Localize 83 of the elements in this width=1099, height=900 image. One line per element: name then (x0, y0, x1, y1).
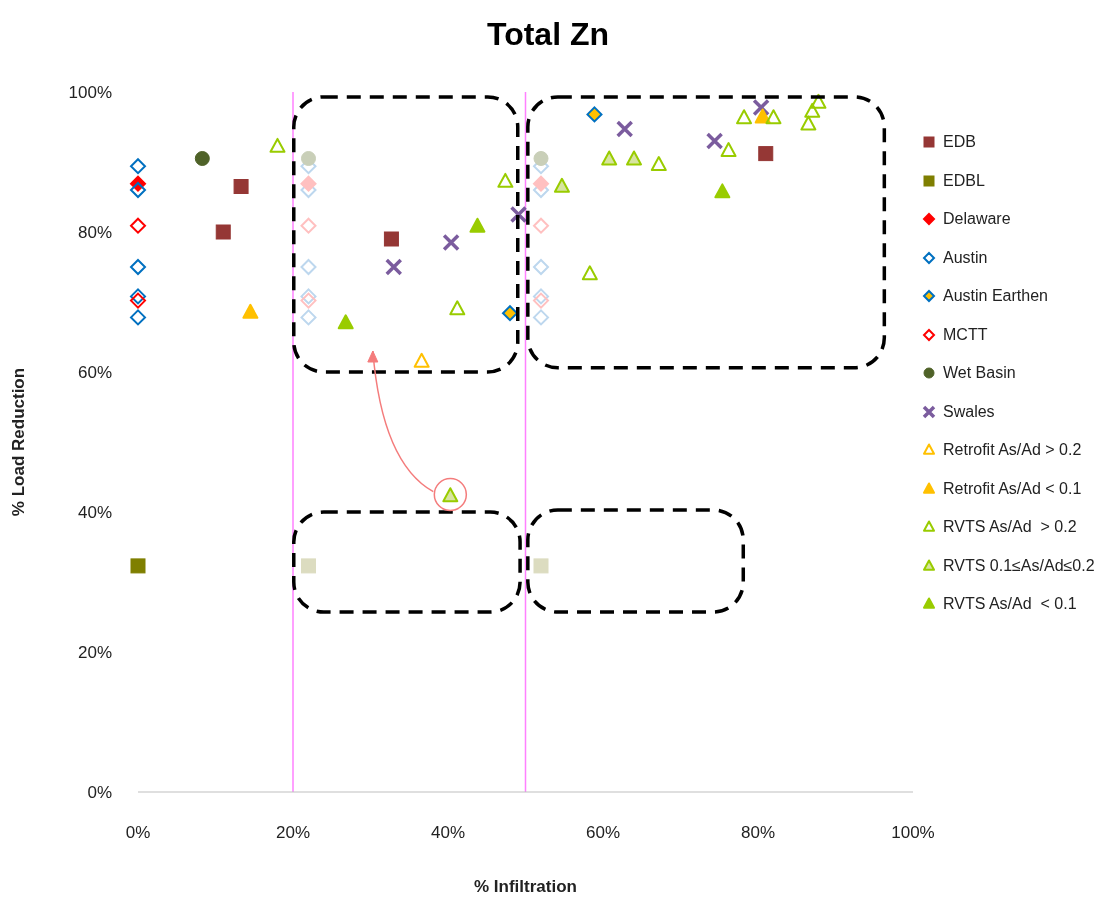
point (533, 288, 549, 305)
point (301, 151, 316, 166)
point (533, 217, 549, 234)
point (810, 93, 827, 109)
point (300, 292, 317, 309)
point (533, 558, 549, 574)
point (242, 303, 259, 319)
point (705, 132, 724, 150)
legend-label: Delaware (943, 210, 1011, 229)
x-tick-label: 100% (891, 823, 935, 843)
x-tick-label: 80% (740, 823, 776, 843)
point (449, 300, 466, 316)
legend-label: Retrofit As/Ad > 0.2 (943, 441, 1082, 460)
point (736, 109, 753, 125)
legend-label: MCTT (943, 325, 988, 344)
point (502, 305, 518, 322)
x-tick-label: 20% (275, 823, 311, 843)
point (533, 292, 549, 309)
y-tick-label: 100% (68, 83, 112, 103)
chart-title: Total Zn (485, 16, 610, 53)
point (194, 151, 210, 166)
legend-label: Austin (943, 248, 988, 267)
point (215, 224, 231, 240)
x-tick-label: 40% (430, 823, 466, 843)
legend-label: Swales (943, 402, 995, 421)
point (469, 217, 486, 233)
point (385, 258, 403, 276)
legend-label: RVTS As/Ad < 0.1 (943, 595, 1077, 614)
x-tick-label: 60% (585, 823, 621, 843)
y-tick-label: 60% (77, 363, 112, 383)
point (714, 183, 731, 199)
point (130, 309, 146, 326)
point (300, 309, 317, 326)
point (337, 314, 354, 330)
point (650, 156, 667, 172)
legend-label: RVTS 0.1≤As/Ad≤0.2 (943, 556, 1095, 575)
point (804, 102, 821, 118)
point (130, 182, 146, 198)
y-axis-title: % Load Reduction (9, 367, 29, 517)
point (720, 142, 737, 158)
x-tick-label: 0% (125, 823, 151, 843)
point (533, 175, 549, 192)
point (300, 175, 317, 192)
point (130, 158, 146, 175)
point (581, 265, 598, 281)
legend-label: Wet Basin (943, 364, 1016, 383)
point (586, 106, 603, 123)
point (130, 288, 146, 305)
point (130, 217, 146, 234)
legend-label: EDB (943, 133, 976, 152)
point (615, 120, 634, 138)
point (533, 309, 549, 326)
point (130, 558, 146, 574)
point (497, 172, 514, 188)
point (130, 259, 146, 275)
point (301, 558, 316, 574)
point (300, 217, 317, 234)
point (269, 137, 286, 153)
point (765, 109, 782, 125)
point (752, 98, 770, 117)
y-tick-label: 40% (77, 503, 112, 523)
point (800, 115, 817, 131)
point (533, 259, 549, 275)
x-axis-title: % Infiltration (474, 877, 577, 896)
legend-label: Retrofit As/Ad < 0.1 (943, 479, 1082, 498)
point (626, 150, 642, 166)
point (413, 352, 430, 368)
point (553, 177, 570, 193)
y-tick-label: 20% (77, 643, 112, 663)
legend-label: EDBL (943, 171, 985, 190)
point (300, 288, 317, 305)
point (300, 259, 317, 275)
legend-label: RVTS As/Ad > 0.2 (943, 518, 1077, 537)
point (233, 179, 249, 194)
point (383, 231, 399, 247)
point (442, 233, 460, 252)
point (758, 146, 774, 162)
point (130, 292, 146, 309)
y-tick-label: 0% (87, 783, 112, 803)
y-tick-label: 80% (77, 223, 112, 243)
point (601, 150, 618, 166)
legend-label: Austin Earthen (943, 287, 1048, 306)
point (533, 151, 549, 166)
